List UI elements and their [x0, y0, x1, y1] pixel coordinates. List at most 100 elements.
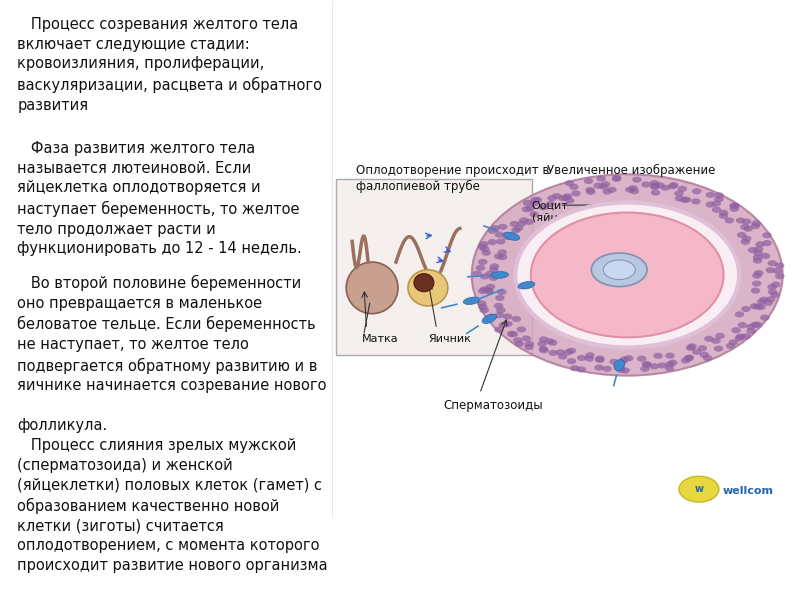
Circle shape: [618, 359, 627, 365]
Circle shape: [742, 306, 750, 312]
Text: Яичник: Яичник: [428, 334, 470, 344]
Circle shape: [487, 314, 497, 320]
Circle shape: [539, 347, 549, 353]
Circle shape: [531, 212, 723, 337]
Ellipse shape: [614, 359, 625, 371]
Circle shape: [477, 301, 486, 307]
Circle shape: [637, 356, 646, 362]
Circle shape: [513, 337, 522, 343]
Circle shape: [524, 344, 534, 350]
Circle shape: [539, 337, 549, 343]
Circle shape: [609, 359, 618, 365]
Circle shape: [704, 336, 714, 342]
Circle shape: [684, 355, 694, 361]
Circle shape: [757, 299, 766, 305]
Circle shape: [595, 355, 605, 362]
Circle shape: [740, 224, 750, 230]
Circle shape: [558, 195, 568, 202]
Circle shape: [692, 349, 702, 355]
Circle shape: [668, 183, 678, 190]
Circle shape: [570, 365, 580, 371]
Circle shape: [737, 232, 746, 238]
Circle shape: [558, 353, 567, 359]
Circle shape: [594, 182, 603, 189]
Circle shape: [741, 239, 750, 245]
Circle shape: [742, 333, 751, 340]
Circle shape: [714, 196, 724, 202]
Circle shape: [480, 274, 490, 280]
Circle shape: [514, 341, 524, 347]
Text: wellcom: wellcom: [723, 485, 774, 496]
Circle shape: [486, 271, 495, 277]
Circle shape: [498, 250, 507, 256]
Circle shape: [507, 331, 516, 337]
Circle shape: [620, 356, 630, 362]
Circle shape: [706, 192, 715, 198]
Circle shape: [515, 202, 739, 347]
Circle shape: [734, 311, 744, 317]
Circle shape: [624, 355, 634, 361]
Circle shape: [711, 338, 721, 344]
Ellipse shape: [603, 260, 635, 280]
Circle shape: [682, 197, 691, 203]
Circle shape: [661, 185, 670, 191]
Circle shape: [703, 355, 713, 361]
Circle shape: [630, 188, 639, 194]
Circle shape: [563, 349, 573, 355]
Circle shape: [642, 362, 652, 368]
Circle shape: [665, 353, 674, 359]
Circle shape: [754, 246, 763, 253]
Circle shape: [759, 296, 769, 303]
Circle shape: [586, 189, 595, 195]
Circle shape: [577, 355, 586, 361]
Circle shape: [681, 358, 690, 364]
Circle shape: [734, 335, 744, 341]
Circle shape: [738, 322, 747, 328]
Circle shape: [612, 176, 622, 182]
Circle shape: [674, 190, 684, 197]
Circle shape: [754, 270, 763, 276]
Text: Процесс созревания желтого тела
включает следующие стадии:
кровоизлияния, пролиф: Процесс созревания желтого тела включает…: [18, 17, 322, 113]
Circle shape: [478, 244, 487, 250]
Circle shape: [486, 284, 495, 290]
Circle shape: [498, 224, 507, 230]
Circle shape: [555, 349, 565, 355]
Circle shape: [562, 193, 572, 199]
Circle shape: [753, 254, 762, 260]
Circle shape: [511, 227, 521, 233]
Circle shape: [514, 225, 523, 231]
Circle shape: [510, 221, 519, 227]
Text: Сперматозоиды: Сперматозоиды: [444, 399, 543, 412]
Circle shape: [595, 357, 605, 363]
Text: Ооцит
(яйцеклетка): Ооцит (яйцеклетка): [531, 200, 610, 223]
Text: Во второй половине беременности
оно превращается в маленькое
беловатое тельце. Е: Во второй половине беременности оно прев…: [18, 275, 328, 573]
Circle shape: [691, 199, 701, 205]
Circle shape: [546, 201, 555, 207]
Circle shape: [478, 288, 487, 294]
Circle shape: [561, 194, 570, 201]
Circle shape: [752, 280, 762, 287]
Circle shape: [565, 180, 574, 186]
Circle shape: [654, 353, 663, 359]
Circle shape: [598, 184, 608, 190]
Ellipse shape: [463, 297, 480, 304]
Circle shape: [502, 234, 512, 240]
Text: Оплодотворение происходит в
фаллопиевой трубе: Оплодотворение происходит в фаллопиевой …: [356, 164, 550, 193]
Circle shape: [768, 289, 778, 295]
Circle shape: [773, 268, 782, 274]
Circle shape: [754, 250, 763, 256]
Circle shape: [596, 175, 606, 182]
Circle shape: [490, 225, 500, 231]
Circle shape: [496, 238, 506, 245]
Circle shape: [502, 313, 512, 320]
Circle shape: [503, 320, 513, 327]
Circle shape: [601, 181, 610, 187]
Circle shape: [530, 200, 539, 206]
Circle shape: [718, 213, 728, 219]
Circle shape: [602, 188, 612, 194]
Circle shape: [566, 358, 576, 364]
Circle shape: [665, 365, 674, 371]
Circle shape: [522, 335, 531, 341]
Circle shape: [548, 340, 558, 346]
Circle shape: [538, 204, 548, 211]
